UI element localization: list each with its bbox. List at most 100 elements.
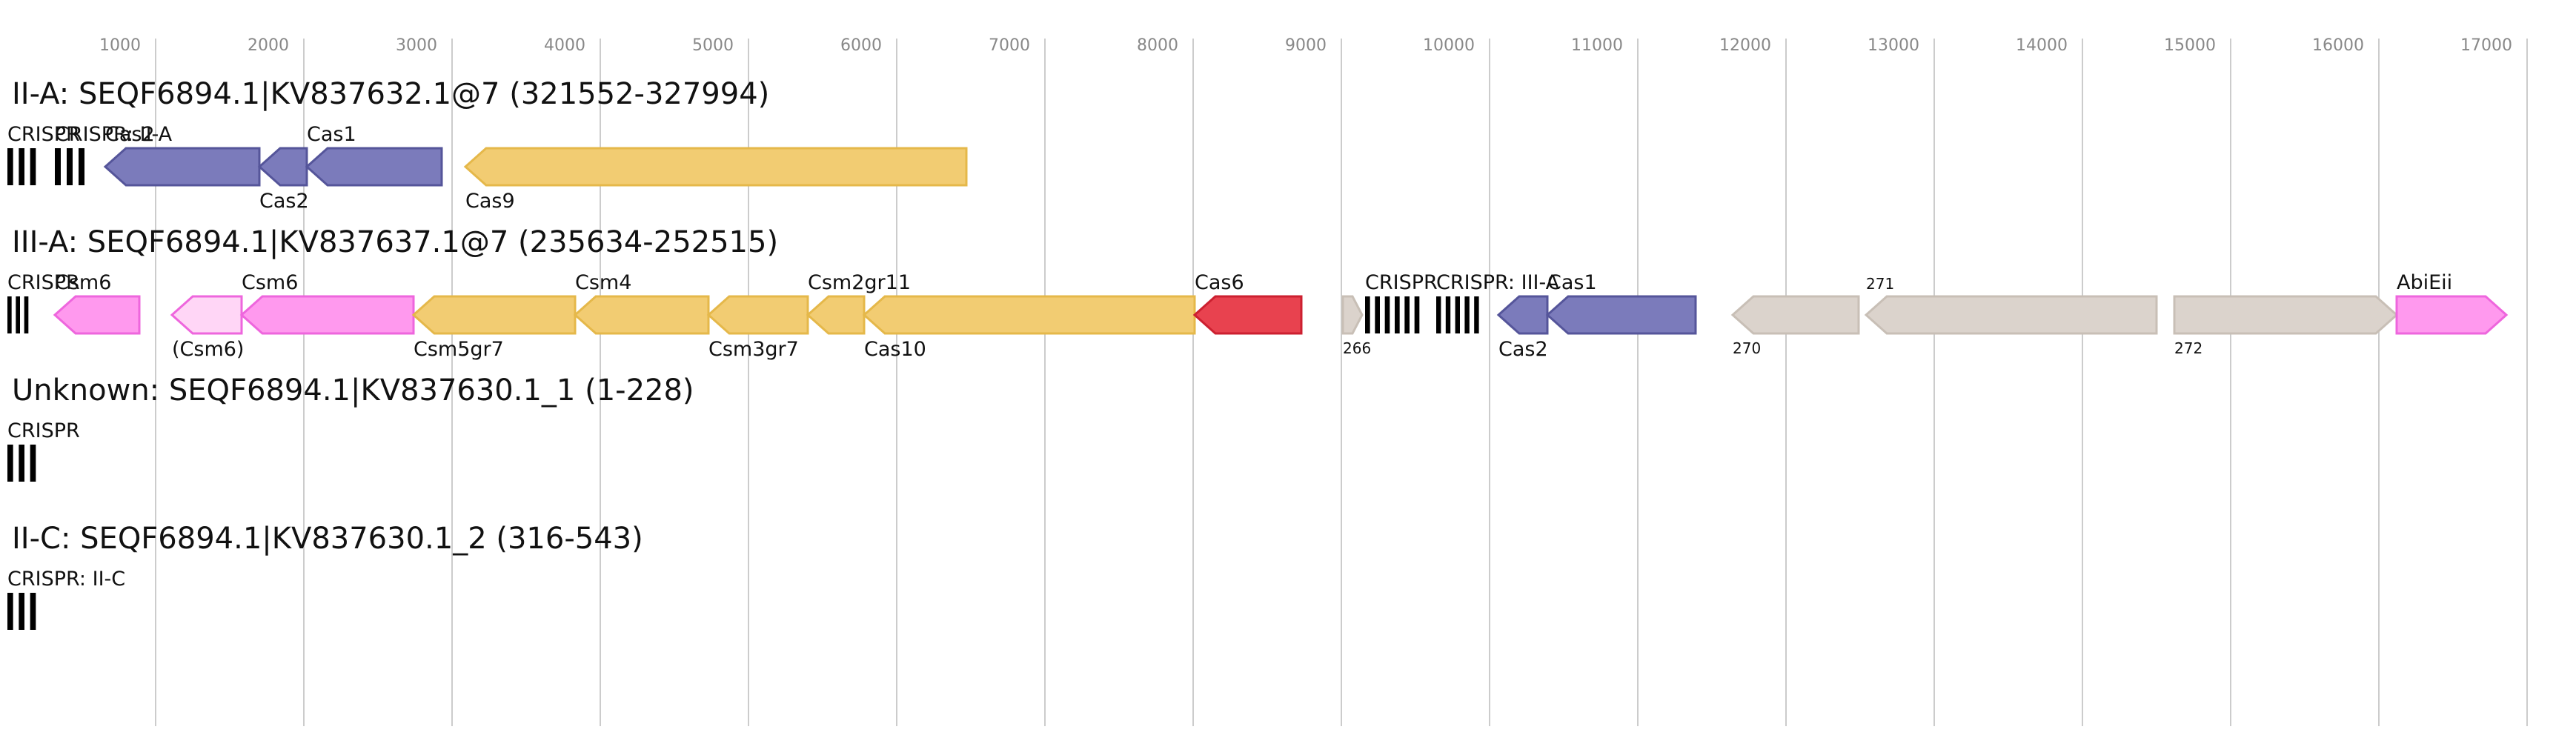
gene-arrow[interactable] — [2173, 295, 2399, 335]
crispr-repeat — [79, 148, 84, 185]
crispr-repeat — [1464, 296, 1470, 333]
tick-label: 5000 — [692, 36, 734, 55]
tick-label: 9000 — [1285, 36, 1327, 55]
gene-label: CRISPR — [7, 271, 80, 294]
gene-label: Csm2gr11 — [808, 271, 911, 294]
gene-arrow[interactable] — [170, 295, 243, 335]
gene-label: CRISPR — [1365, 271, 1438, 294]
tick-label: 7000 — [989, 36, 1030, 55]
gene-arrow[interactable] — [53, 295, 141, 335]
gene-arrow[interactable] — [1864, 295, 2158, 335]
tick-label: 14000 — [2016, 36, 2068, 55]
tick-label: 8000 — [1137, 36, 1178, 55]
gene-arrow[interactable] — [305, 147, 443, 187]
tick-label: 1000 — [99, 36, 141, 55]
tick-label: 4000 — [544, 36, 585, 55]
tick-label: 12000 — [1719, 36, 1771, 55]
crispr-repeat — [24, 296, 29, 333]
crispr-repeat — [1414, 296, 1420, 333]
tick-label: 11000 — [1571, 36, 1623, 55]
gene-arrow[interactable] — [411, 295, 577, 335]
tick-label: 16000 — [2312, 36, 2364, 55]
crispr-repeat — [1375, 296, 1380, 333]
gene-arrow[interactable] — [2395, 295, 2509, 335]
gene-arrow[interactable] — [1341, 295, 1364, 335]
gene-arrow[interactable] — [463, 147, 968, 187]
gene-label: CRISPR: III-A — [1436, 271, 1560, 294]
tick-label: 10000 — [1423, 36, 1475, 55]
gene-label: Csm6 — [242, 271, 298, 294]
gene-label: 271 — [1866, 275, 1894, 293]
gene-label: Cas6 — [1195, 271, 1244, 294]
gene-label: CRISPR — [7, 419, 80, 442]
gene-label: 272 — [2174, 339, 2202, 357]
axis-ticks: 1000 2000 3000 4000 5000 6000 7000 8000 9000 1000… — [99, 36, 2512, 55]
gene-label: Csm6 — [55, 271, 111, 294]
crispr-repeat — [7, 148, 13, 185]
tick-label: 17000 — [2460, 36, 2512, 55]
gene-label: 266 — [1343, 339, 1371, 357]
crispr-repeat — [67, 148, 73, 185]
gene-arrow[interactable] — [1192, 295, 1303, 335]
gene-label: Csm4 — [575, 271, 631, 294]
crispr-repeat — [7, 593, 13, 630]
gene-label: Cas2 — [259, 190, 309, 213]
gene-arrow[interactable] — [806, 295, 866, 335]
gene-label: Cas1 — [1547, 271, 1597, 294]
crispr-repeat — [30, 148, 36, 185]
gene-arrow[interactable] — [103, 147, 261, 187]
crispr-repeat — [1395, 296, 1400, 333]
gene-label: Csm3gr7 — [708, 338, 799, 361]
gene-label: CRISPR: II-C — [7, 568, 125, 591]
crispr-repeat — [1445, 296, 1451, 333]
gene-label: CRISPR: II-A — [55, 123, 173, 146]
gene-label: CRISPR — [7, 123, 80, 146]
crispr-repeat — [30, 445, 36, 482]
crispr-repeat — [1384, 296, 1390, 333]
crispr-repeat — [30, 593, 36, 630]
crispr-repeat — [19, 445, 24, 482]
crispr-repeat — [1436, 296, 1441, 333]
track-2: Unknown: SEQF6894.1|KV837630.1_1 (1-228)… — [7, 373, 694, 482]
crispr-repeat — [1455, 296, 1460, 333]
crispr-repeat — [19, 593, 24, 630]
tick-label: 3000 — [396, 36, 437, 55]
tracks: II-A: SEQF6894.1|KV837632.1@7 (321552-32… — [7, 77, 2509, 630]
gene-arrow[interactable] — [862, 295, 1196, 335]
track-title: Unknown: SEQF6894.1|KV837630.1_1 (1-228) — [12, 373, 694, 408]
gene-label: 270 — [1733, 339, 1761, 357]
gene-arrow[interactable] — [1545, 295, 1697, 335]
track-1: III-A: SEQF6894.1|KV837637.1@7 (235634-2… — [7, 225, 2509, 361]
gene-arrow[interactable] — [706, 295, 809, 335]
crispr-repeat — [16, 296, 20, 333]
crispr-repeat — [19, 148, 24, 185]
gene-label: (Csm6) — [172, 338, 244, 361]
gene-label: AbiEii — [2397, 271, 2452, 294]
gene-arrow[interactable] — [1496, 295, 1549, 335]
gene-label: Csm5gr7 — [414, 338, 504, 361]
tick-label: 2000 — [248, 36, 289, 55]
crispr-repeat — [55, 148, 61, 185]
track-title: II-C: SEQF6894.1|KV837630.1_2 (316-543) — [12, 522, 643, 556]
track-title: III-A: SEQF6894.1|KV837637.1@7 (235634-2… — [12, 225, 778, 259]
crispr-repeat — [1474, 296, 1479, 333]
gene-label: Cas2 — [105, 123, 155, 146]
crispr-repeat — [1365, 296, 1370, 333]
track-0: II-A: SEQF6894.1|KV837632.1@7 (321552-32… — [7, 77, 968, 213]
gene-label: Cas10 — [864, 338, 926, 361]
tick-label: 15000 — [2164, 36, 2216, 55]
crispr-repeat — [1404, 296, 1410, 333]
track-title: II-A: SEQF6894.1|KV837632.1@7 (321552-32… — [12, 77, 769, 111]
tick-label: 6000 — [840, 36, 882, 55]
gene-label: Cas9 — [465, 190, 515, 213]
gene-arrow[interactable] — [239, 295, 415, 335]
gene-arrow[interactable] — [257, 147, 308, 187]
crispr-repeat — [7, 445, 13, 482]
track-3: II-C: SEQF6894.1|KV837630.1_2 (316-543) C… — [7, 522, 643, 630]
gene-label: Cas2 — [1498, 338, 1548, 361]
crispr-repeat — [7, 296, 12, 333]
gene-arrow[interactable] — [1730, 295, 1860, 335]
gene-arrow[interactable] — [573, 295, 710, 335]
gene-label: Cas1 — [307, 123, 356, 146]
